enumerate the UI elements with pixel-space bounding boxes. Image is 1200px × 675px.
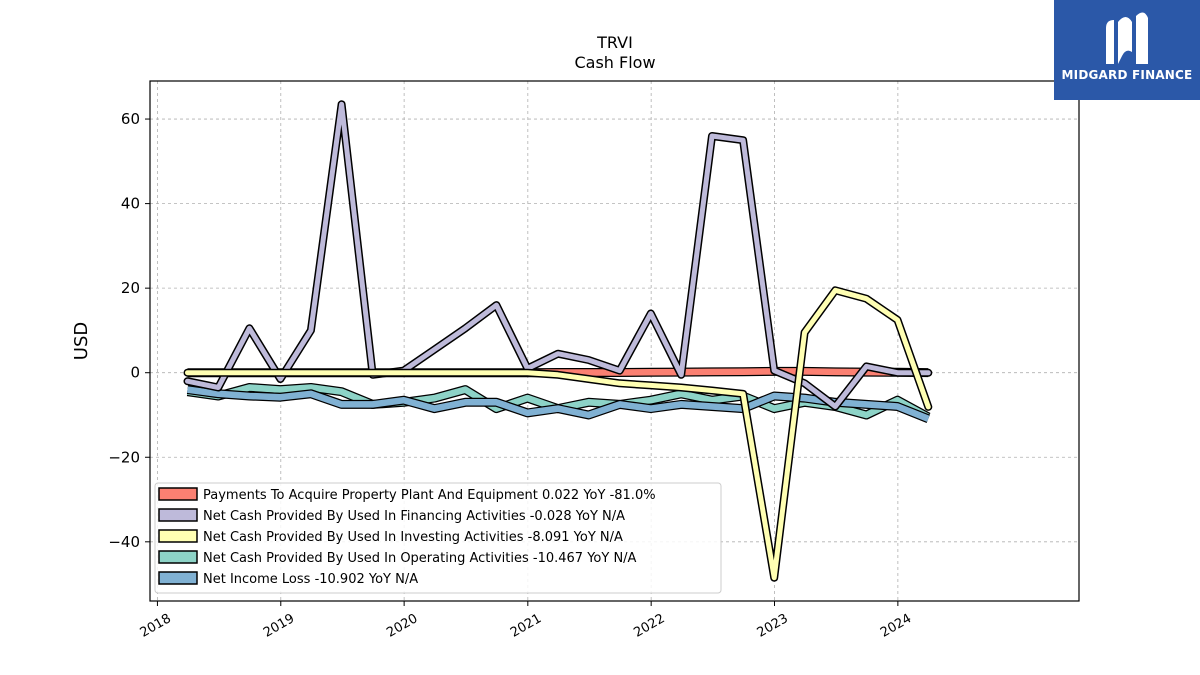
plot-area xyxy=(183,100,933,582)
legend-entry: Net Income Loss -10.902 YoY N/A xyxy=(203,572,418,587)
y-axis-ticks: −40 −20 0 20 40 60 xyxy=(108,110,150,551)
series-2 xyxy=(183,286,933,582)
legend: Payments To Acquire Property Plant And E… xyxy=(154,482,722,594)
legend-entry: Net Cash Provided By Used In Investing A… xyxy=(203,530,623,545)
chart-title: TRVI xyxy=(596,33,633,52)
x-tick-label: 2022 xyxy=(631,611,667,641)
grid-lines xyxy=(150,81,1079,601)
plot-frame xyxy=(149,80,1080,602)
legend-box xyxy=(154,482,722,594)
series-line xyxy=(185,287,931,581)
y-tick-label: 20 xyxy=(121,279,140,297)
series-line xyxy=(187,386,930,422)
midgard-m-logo-icon xyxy=(1106,12,1148,65)
series-4 xyxy=(186,385,930,423)
series-1 xyxy=(183,100,933,411)
legend-entry: Payments To Acquire Property Plant And E… xyxy=(203,488,656,503)
chart-subtitle: Cash Flow xyxy=(574,53,655,72)
x-tick-label: 2020 xyxy=(384,611,420,641)
y-tick-label: 0 xyxy=(130,364,140,382)
x-tick-label: 2018 xyxy=(138,611,174,641)
legend-swatch xyxy=(158,508,198,522)
legend-swatch xyxy=(158,550,198,564)
y-tick-label: −20 xyxy=(108,448,140,466)
y-tick-label: 60 xyxy=(121,110,140,128)
legend-swatch xyxy=(158,487,198,501)
y-tick-label: 40 xyxy=(121,195,140,213)
x-tick-label: 2019 xyxy=(261,611,297,641)
x-tick-label: 2021 xyxy=(508,611,544,641)
y-axis-label: USD xyxy=(71,322,92,360)
legend-swatch xyxy=(158,571,198,585)
midgard-finance-logo: MIDGARD FINANCE xyxy=(1054,0,1200,100)
x-tick-label: 2023 xyxy=(755,611,791,641)
series-line xyxy=(185,101,931,409)
x-axis-ticks: 2018 2019 2020 2021 2022 2023 2024 xyxy=(138,601,914,641)
brand-name: MIDGARD FINANCE xyxy=(1061,68,1193,82)
legend-entry: Net Cash Provided By Used In Financing A… xyxy=(203,509,625,524)
series-outline xyxy=(183,100,933,411)
legend-swatch xyxy=(158,529,198,543)
legend-entry: Net Cash Provided By Used In Operating A… xyxy=(203,551,637,566)
x-tick-label: 2024 xyxy=(878,611,914,641)
y-tick-label: −40 xyxy=(108,533,140,551)
